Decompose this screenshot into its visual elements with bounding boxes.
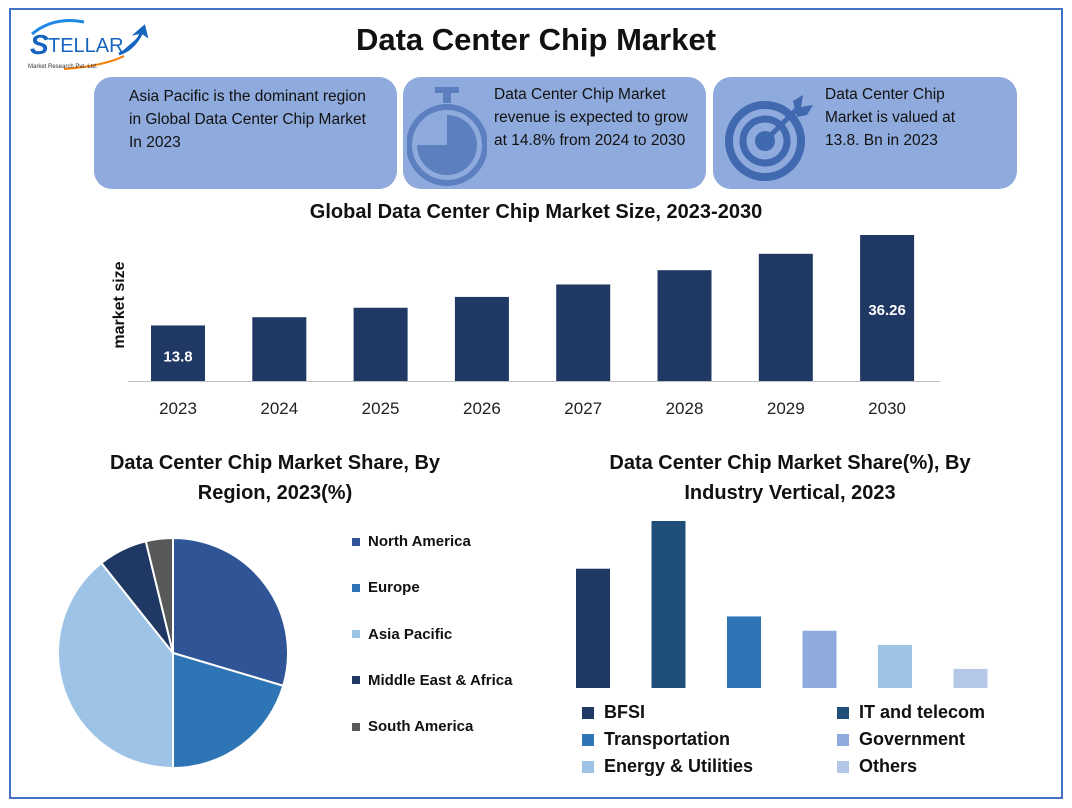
bar-energy-utilities: [878, 645, 912, 688]
bar-others: [953, 668, 988, 688]
legend-swatch: [352, 583, 360, 592]
card-line: 13.8. Bn in 2023: [825, 132, 938, 149]
info-card-growth: Data Center Chip Market revenue is expec…: [403, 77, 706, 189]
card-line: Data Center Chip Market: [494, 86, 666, 103]
pie-slice-south-america: [144, 536, 174, 654]
legend-swatch: [352, 630, 360, 639]
stopwatch-icon: [407, 87, 487, 186]
bar-2030: [860, 235, 915, 381]
legend-item: Middle East & Africa: [352, 672, 512, 689]
region-chart-title: Data Center Chip Market Share, By Region…: [109, 452, 441, 504]
legend-item: Europe: [352, 579, 420, 596]
bar-2025: [353, 307, 408, 381]
x-tick-label: 2030: [868, 399, 906, 418]
x-tick-label: 2025: [362, 399, 400, 418]
card-line: in Global Data Center Chip Market: [129, 111, 366, 128]
legend-swatch: [582, 760, 594, 773]
x-tick-label: 2026: [463, 399, 501, 418]
info-card-value: Data Center Chip Market is valued at 13.…: [713, 77, 1017, 189]
legend-label: IT and telecom: [859, 702, 986, 722]
legend-swatch: [582, 706, 594, 719]
card-line: revenue is expected to grow: [494, 109, 688, 126]
legend-swatch: [352, 676, 360, 685]
legend-label: South America: [368, 718, 474, 736]
svg-text:TELLAR: TELLAR: [48, 35, 124, 57]
market-size-chart: market size 2023 13.8 2024 2025 2026 2027 2028 2…: [111, 235, 940, 418]
bar-it-and-telecom: [651, 521, 686, 688]
legend-item: BFSI: [582, 702, 645, 723]
pie-slice-north-america: [172, 536, 289, 688]
bar-2029: [758, 253, 813, 381]
legend-item: Transportation: [582, 729, 730, 750]
info-card-region: Asia Pacific is the dominant region in G…: [94, 77, 397, 189]
legend-item: IT and telecom: [837, 702, 985, 723]
pie-slice-asia-pacific: [57, 561, 174, 770]
x-tick-label: 2029: [767, 399, 805, 418]
legend-item: Others: [837, 756, 917, 777]
legend-label: BFSI: [604, 702, 646, 722]
bar-2023: [151, 325, 205, 381]
bar-government: [802, 630, 837, 688]
legend-swatch: [837, 733, 849, 746]
legend-label: Government: [859, 729, 966, 749]
y-axis-label: market size: [111, 261, 128, 348]
page-frame: [9, 8, 1063, 799]
legend-swatch: [837, 706, 849, 719]
page-title: Data Center Chip Market: [355, 22, 717, 57]
data-label: 36.26: [868, 302, 906, 319]
card-line: Data Center Chip: [825, 86, 945, 103]
bar-transportation: [727, 616, 761, 688]
data-label: 13.8: [163, 348, 192, 365]
industry-chart-title: Data Center Chip Market Share(%), By Ind…: [609, 452, 971, 504]
bar-2028: [657, 270, 712, 381]
legend-swatch: [352, 537, 360, 546]
legend-item: Energy & Utilities: [582, 756, 753, 777]
legend-label: Others: [859, 756, 918, 776]
legend-swatch: [352, 722, 360, 731]
legend-label: Europe: [368, 579, 420, 597]
legend-label: Energy & Utilities: [604, 756, 754, 776]
legend-swatch: [837, 760, 849, 773]
bar-2026: [454, 296, 509, 381]
svg-text:S: S: [30, 29, 49, 60]
market-size-chart-title: Global Data Center Chip Market Size, 202…: [309, 201, 763, 223]
pie-slice-europe: [172, 651, 285, 770]
legend-label: Asia Pacific: [368, 625, 453, 643]
legend-item: North America: [352, 533, 471, 550]
card-line: at 14.8% from 2024 to 2030: [494, 132, 686, 149]
bar-bfsi: [576, 568, 610, 688]
logo-tagline: Market Research Pvt. Ltd.: [28, 64, 98, 70]
legend-label: Middle East & Africa: [368, 671, 513, 689]
x-tick-label: 2028: [666, 399, 704, 418]
x-tick-label: 2023: [159, 399, 197, 418]
legend-item: Asia Pacific: [352, 626, 452, 643]
region-pie-chart: [57, 536, 289, 770]
legend-label: North America: [368, 533, 471, 550]
bar-2027: [556, 284, 611, 381]
industry-bar-chart: [576, 521, 988, 688]
x-tick-label: 2024: [260, 399, 298, 418]
card-line: In 2023: [129, 134, 181, 151]
legend-item: Government: [837, 729, 965, 750]
bar-2024: [252, 317, 307, 381]
x-tick-label: 2027: [564, 399, 602, 418]
legend-item: South America: [352, 718, 473, 735]
legend-swatch: [582, 733, 594, 746]
stellar-logo: S TELLAR Market Research Pvt. Ltd.: [24, 14, 154, 74]
target-icon: [725, 95, 813, 181]
legend-label: Transportation: [604, 729, 731, 749]
card-line: Asia Pacific is the dominant region: [129, 88, 366, 105]
card-line: Market is valued at: [825, 109, 956, 126]
